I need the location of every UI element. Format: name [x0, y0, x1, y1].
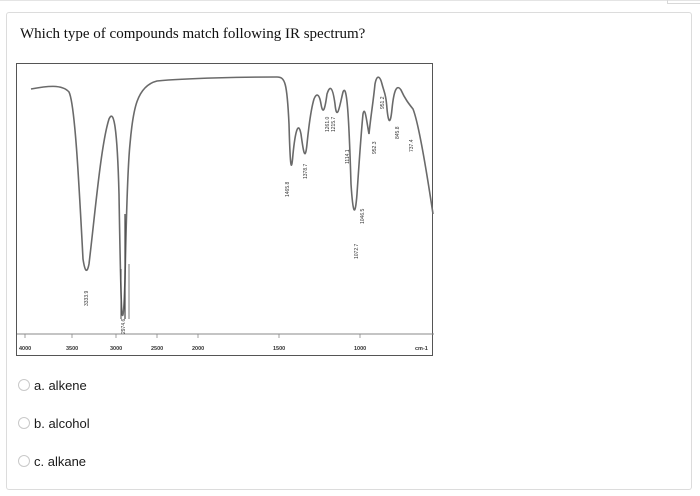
- peak-label: 1465.8: [285, 181, 291, 197]
- peak-label: 1378.7: [303, 163, 309, 179]
- radio-button[interactable]: [18, 455, 30, 467]
- x-tick-label: 1500: [273, 346, 285, 352]
- top-edge-box: [667, 0, 700, 4]
- peak-label: 1046.5: [360, 208, 366, 224]
- peak-label: 2974.6: [121, 318, 127, 334]
- radio-button[interactable]: [18, 379, 30, 391]
- peak-label: 951.2: [380, 96, 386, 109]
- peak-label: 737.4: [409, 139, 415, 152]
- top-divider: [0, 0, 700, 1]
- peak-label: 1215.7: [331, 116, 337, 132]
- peak-label: 1261.0: [325, 116, 331, 132]
- ir-spectrum-plot: 3333.9 2974.6 1465.8 1378.7 1261.0 1215.…: [17, 76, 434, 352]
- x-tick-label: 1000: [354, 346, 366, 352]
- option-alcohol[interactable]: b. alcohol: [18, 413, 90, 433]
- x-tick-label: 3000: [110, 346, 122, 352]
- peak-label: 952.3: [372, 141, 378, 154]
- x-tick-label: 4000: [19, 346, 31, 352]
- x-tick-label: cm-1: [415, 346, 428, 352]
- peak-label: 845.8: [395, 126, 401, 139]
- peak-label: 1114.1: [345, 149, 351, 164]
- option-label: a. alkene: [34, 377, 87, 393]
- x-tick-label: 2500: [151, 346, 163, 352]
- radio-button[interactable]: [18, 417, 30, 429]
- peak-label: 3333.9: [84, 290, 90, 306]
- option-label: c. alkane: [34, 453, 87, 469]
- x-tick-label: 2000: [192, 346, 204, 352]
- spectrum-trace: [30, 76, 434, 317]
- peak-label: 1072.7: [354, 243, 360, 259]
- option-label: b. alcohol: [34, 415, 90, 431]
- x-tick-label: 3500: [66, 346, 78, 352]
- option-alkane[interactable]: c. alkane: [18, 451, 86, 471]
- option-alkene[interactable]: a. alkene: [18, 375, 87, 395]
- ir-spectrum-image: 3333.9 2974.6 1465.8 1378.7 1261.0 1215.…: [16, 63, 434, 356]
- question-text: Which type of compounds match following …: [20, 26, 366, 42]
